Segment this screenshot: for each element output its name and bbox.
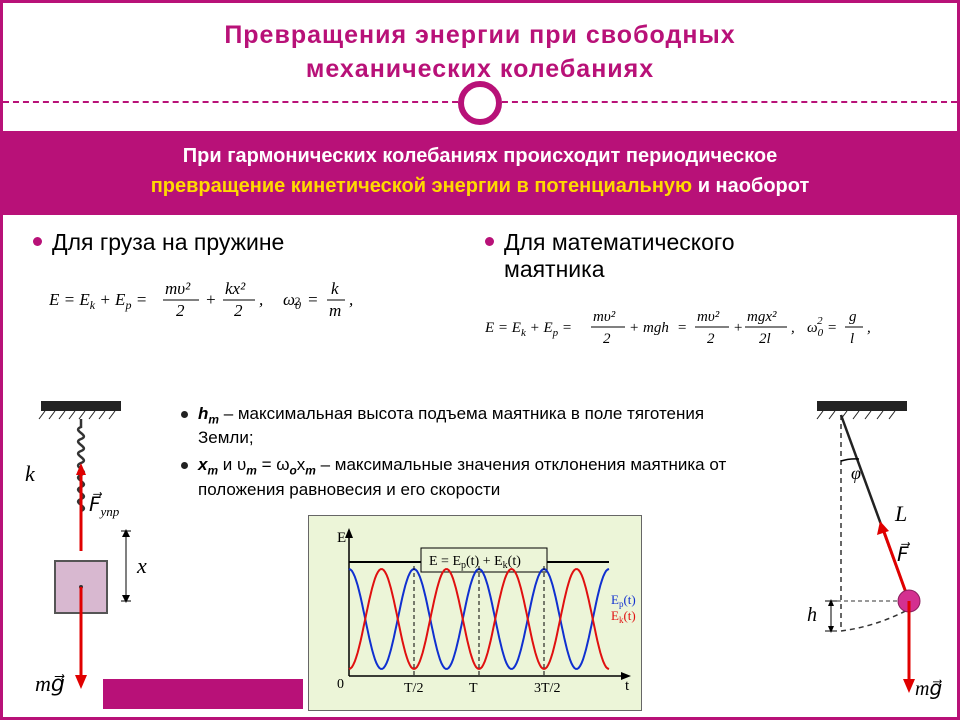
label-x: x xyxy=(136,553,147,578)
heading-spring: Для груза на пружине xyxy=(52,229,284,256)
svg-text:T: T xyxy=(469,681,478,696)
svg-text:E = Ek + Ep =: E = Ek + Ep = xyxy=(485,320,572,339)
svg-text:2: 2 xyxy=(603,331,611,347)
footer-bar xyxy=(103,679,303,709)
axis-E: E xyxy=(337,530,346,546)
svg-text:3T/2: 3T/2 xyxy=(534,681,560,696)
title-line-2: механических колебаниях xyxy=(306,55,654,83)
title-line-1: Превращения энергии при свободных xyxy=(224,21,735,49)
svg-text:=: = xyxy=(677,320,687,336)
chart-svg: E t 0 E = Ep(t) + Ek(t) T/2 T 3T/2 Ep(t) E… xyxy=(309,516,643,712)
svg-text:E = Ep(t) + Ek(t): E = Ep(t) + Ek(t) xyxy=(429,554,521,571)
svg-text:mυ²: mυ² xyxy=(165,279,191,298)
axis-zero: 0 xyxy=(337,677,344,692)
svg-text:mυ²: mυ² xyxy=(593,309,616,325)
svg-text:Ek(t): Ek(t) xyxy=(611,608,636,625)
col-spring: Для груза на пружине E = Ek + Ep = mυ² 2… xyxy=(33,229,469,362)
bullet-icon xyxy=(181,462,188,469)
svg-text:ω02: ω02 xyxy=(283,290,301,312)
svg-text:T/2: T/2 xyxy=(404,681,423,696)
label-h: h xyxy=(807,604,817,626)
bullet-icon xyxy=(181,411,188,418)
svg-text:2: 2 xyxy=(707,331,715,347)
divider xyxy=(3,101,957,103)
svg-text:l: l xyxy=(850,331,854,347)
note-1: hm – максимальная высота подъема маятник… xyxy=(198,403,751,450)
svg-text:2l: 2l xyxy=(759,331,771,347)
svg-text:mgh: mgh xyxy=(643,320,669,336)
bullet-icon xyxy=(33,237,42,246)
banner-highlight: превращение кинетической энергии в потен… xyxy=(151,175,692,197)
notes: hm – максимальная высота подъема маятник… xyxy=(181,403,751,506)
label-mg: mg⃗ xyxy=(35,671,65,696)
label-mg-p: mg⃗ xyxy=(915,678,942,700)
banner-tail: и наоборот xyxy=(692,175,809,197)
svg-text:+: + xyxy=(733,320,743,336)
svg-text:E = Ek + Ep =: E = Ek + Ep = xyxy=(49,290,147,312)
svg-text:mgx²: mgx² xyxy=(747,309,777,325)
svg-text:ω02: ω02 xyxy=(807,315,824,339)
svg-text:Ep(t): Ep(t) xyxy=(611,592,636,609)
label-phi: φ xyxy=(851,463,861,483)
label-k: k xyxy=(25,461,36,486)
banner-line-1: При гармонических колебаниях происходит … xyxy=(183,145,777,167)
columns: Для груза на пружине E = Ek + Ep = mυ² 2… xyxy=(3,215,957,366)
svg-text:kx²: kx² xyxy=(225,279,246,298)
label-F: F⃗упр xyxy=(89,491,120,519)
bullet-icon xyxy=(485,237,494,246)
energy-chart: E t 0 E = Ep(t) + Ek(t) T/2 T 3T/2 Ep(t) E… xyxy=(308,515,642,711)
svg-text:,: , xyxy=(791,320,795,336)
svg-text:,: , xyxy=(349,290,353,309)
svg-text:2: 2 xyxy=(234,301,243,320)
svg-text:,: , xyxy=(867,320,871,336)
pendulum-diagram: φ L F⃗ h mg⃗ xyxy=(797,401,947,711)
formula-pendulum: E = Ek + Ep = mυ² 2 + mgh = mυ² 2 + mgx²… xyxy=(485,297,960,362)
label-L: L xyxy=(894,501,907,526)
label-Fvec: F⃗ xyxy=(897,541,911,566)
svg-text:+: + xyxy=(629,320,639,336)
svg-text:=: = xyxy=(827,320,837,336)
banner: При гармонических колебаниях происходит … xyxy=(3,131,957,215)
spring-diagram: F⃗упр k x mg⃗ xyxy=(11,401,171,711)
svg-text:,: , xyxy=(259,290,263,309)
svg-text:m: m xyxy=(329,301,341,320)
svg-text:k: k xyxy=(331,279,339,298)
svg-text:mυ²: mυ² xyxy=(697,309,720,325)
svg-text:+: + xyxy=(205,290,216,309)
svg-text:=: = xyxy=(307,290,318,309)
heading-pendulum: Для математическогомаятника xyxy=(504,229,735,283)
axis-t: t xyxy=(625,678,630,694)
col-pendulum: Для математическогомаятника E = Ek + Ep … xyxy=(485,229,960,362)
formula-spring: E = Ek + Ep = mυ² 2 + kx² 2 , ω02 = k m … xyxy=(49,270,469,335)
note-2: xm и υm = ωoxm – максимальные значения о… xyxy=(198,454,751,501)
svg-text:g: g xyxy=(849,309,857,325)
svg-text:2: 2 xyxy=(176,301,185,320)
ring-icon xyxy=(458,81,502,125)
